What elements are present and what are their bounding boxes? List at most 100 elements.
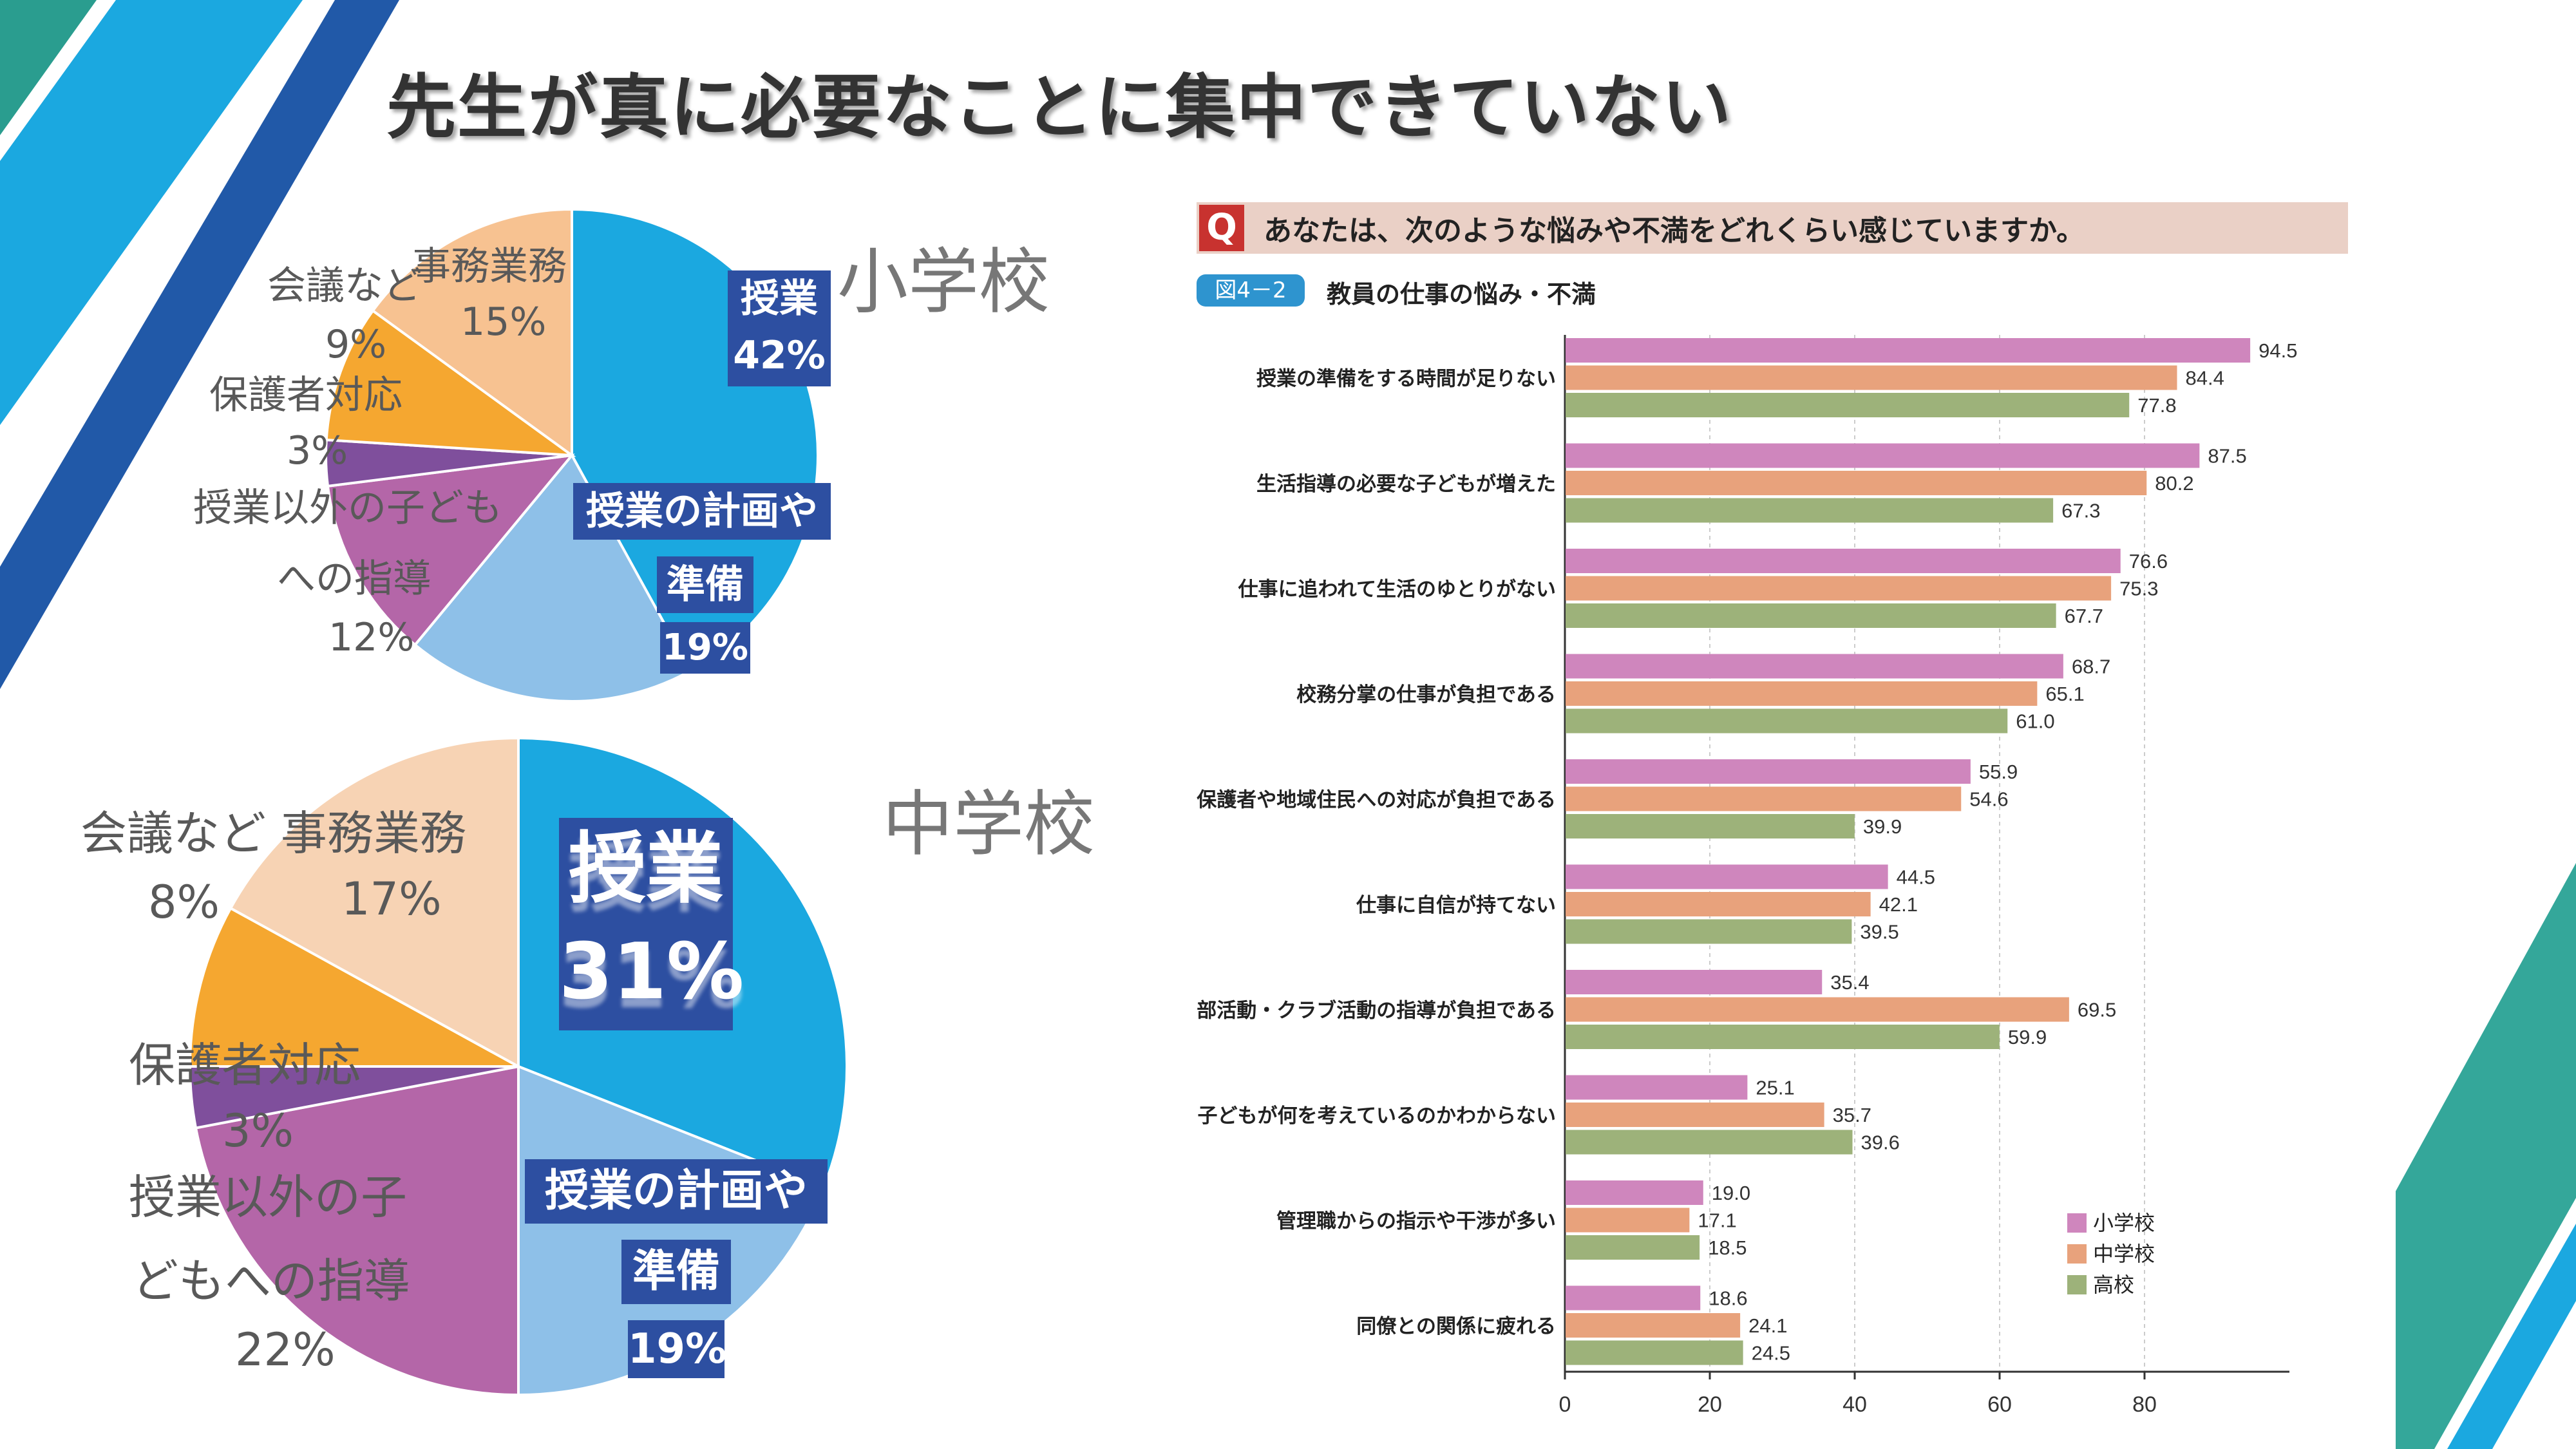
bar-2-9 [1566, 1340, 1743, 1365]
pie-label-plan-junior-pct: 19% [628, 1320, 726, 1378]
bar-2-1 [1566, 498, 2054, 523]
bar-value-label: 54.6 [1969, 788, 2008, 811]
x-tick-label: 80 [2132, 1392, 2157, 1417]
bar-2-2 [1566, 603, 2056, 628]
bar-1-5 [1566, 892, 1871, 916]
bar-0-1 [1566, 443, 2200, 468]
bar-value-label: 19.0 [1712, 1182, 1750, 1204]
bar-value-label: 59.9 [2008, 1026, 2047, 1048]
pie-slice-junior-4 [188, 906, 519, 1068]
bar-value-label: 76.6 [2129, 550, 2168, 573]
bar-0-3 [1566, 654, 2063, 679]
bar-2-3 [1566, 708, 2008, 734]
category-label: 校務分掌の仕事が負担である [1296, 683, 1556, 706]
bar-value-label: 25.1 [1756, 1077, 1794, 1099]
bar-value-label: 35.7 [1833, 1104, 1871, 1126]
bar-value-label: 18.5 [1708, 1236, 1747, 1259]
bar-0-0 [1566, 338, 2251, 363]
bar-value-label: 39.5 [1860, 921, 1899, 943]
category-label: 子どもが何を考えているのかわからない [1198, 1104, 1556, 1128]
school-title-junior: 中学校 [882, 783, 1095, 866]
pie-label-guidance-junior-pct: 22% [235, 1323, 336, 1376]
pie-label-class-name: 授業 [741, 276, 818, 321]
question-badge: Q [1199, 205, 1244, 251]
pie-label-plan-elementary-line1: 授業の計画や [573, 483, 831, 540]
bar-1-4 [1566, 786, 1962, 811]
bar-0-7 [1566, 1075, 1748, 1100]
pie-label-plan-junior-line2: 準備 [621, 1240, 731, 1304]
legend-swatch [2067, 1275, 2087, 1294]
pie-label-plan-elementary-pct: 19% [660, 622, 750, 674]
bar-1-0 [1566, 365, 2177, 390]
question-bar [1197, 202, 2348, 254]
bar-0-6 [1566, 970, 1823, 994]
legend-swatch [2067, 1213, 2087, 1233]
bar-value-label: 39.6 [1861, 1132, 1900, 1154]
bar-value-label: 77.8 [2137, 394, 2176, 417]
legend-swatch [2067, 1244, 2087, 1264]
pie-label-class-pct: 42% [733, 333, 826, 378]
pie-slice-elementary-1 [413, 453, 692, 703]
school-title-elementary: 小学校 [837, 241, 1050, 323]
bar-2-0 [1566, 393, 2130, 417]
bar-value-label: 84.4 [2186, 367, 2224, 390]
bar-1-7 [1566, 1103, 1824, 1127]
x-tick-label: 40 [1842, 1392, 1867, 1417]
category-label: 同僚との関係に疲れる [1356, 1315, 1556, 1338]
bar-value-label: 17.1 [1698, 1209, 1736, 1232]
category-label: 仕事に追われて生活のゆとりがない [1238, 578, 1556, 601]
bar-value-label: 75.3 [2119, 578, 2158, 600]
bar-value-label: 24.5 [1752, 1342, 1790, 1365]
pie-label-office-junior-pct: 17% [341, 873, 442, 925]
figure-badge: 図4－2 [1197, 274, 1305, 307]
pie-label-plan-junior-line1: 授業の計画や [525, 1159, 828, 1224]
bar-value-label: 94.5 [2259, 339, 2297, 362]
bar-1-8 [1566, 1208, 1690, 1233]
pie-label-meeting-office-junior: 会議など 事務業務 [80, 806, 466, 860]
legend-label: 小学校 [2093, 1211, 2155, 1235]
bar-value-label: 18.6 [1709, 1287, 1747, 1310]
category-label: 生活指導の必要な子どもが増えた [1256, 473, 1556, 496]
slide-title: 先生が真に必要なことに集中できていない [386, 68, 1733, 148]
category-label: 授業の準備をする時間が足りない [1256, 368, 1556, 391]
pie-label-guidance-elementary-line2: への指導 [277, 556, 431, 601]
bar-1-6 [1566, 997, 2069, 1022]
bar-2-4 [1566, 814, 1855, 838]
pie-slice-junior-2 [194, 1065, 520, 1397]
bar-value-label: 87.5 [2208, 445, 2246, 468]
pie-label-guidance-junior-line2: どもへの指導 [132, 1254, 411, 1308]
pie-label-parents-junior: 保護者対応 [129, 1038, 361, 1092]
category-label: 部活動・クラブ活動の指導が負担である [1197, 999, 1556, 1023]
category-label: 管理職からの指示や干渉が多い [1276, 1210, 1556, 1233]
pie-label-parents-junior-pct: 3% [222, 1104, 294, 1157]
bar-0-9 [1566, 1285, 1701, 1311]
bar-value-label: 68.7 [2072, 656, 2110, 678]
bar-value-label: 42.1 [1879, 893, 1918, 916]
x-tick-label: 20 [1698, 1392, 1722, 1417]
pie-label-class-junior: 授業 31% [559, 818, 744, 1030]
bar-0-8 [1566, 1180, 1703, 1205]
bar-value-label: 69.5 [2078, 999, 2116, 1021]
pie-label-guidance-junior-line1: 授業以外の子 [129, 1170, 408, 1224]
bar-value-label: 44.5 [1897, 866, 1935, 889]
pie-label-meeting-elementary-pct: 9% [325, 322, 387, 367]
pie-label-meeting-elementary: 会議など [267, 263, 422, 308]
bar-value-label: 67.3 [2061, 500, 2100, 522]
pie-label-class-pct: 31% [559, 927, 744, 1017]
pie-label-class-name: 授業 [569, 824, 723, 914]
pie-label-guidance-elementary-pct: 12% [328, 615, 415, 660]
bar-0-2 [1566, 549, 2121, 573]
pie-label-office-elementary-pct: 15% [460, 299, 547, 345]
bar-1-2 [1566, 576, 2112, 601]
pie-label-parents-elementary-pct: 3% [287, 428, 348, 473]
bar-value-label: 39.9 [1863, 815, 1902, 838]
bar-2-7 [1566, 1130, 1853, 1155]
x-tick-label: 60 [1987, 1392, 2012, 1417]
bar-value-label: 55.9 [1979, 761, 2018, 783]
pie-slice-elementary-2 [326, 453, 575, 647]
legend-label: 中学校 [2093, 1242, 2155, 1266]
bar-value-label: 61.0 [2016, 710, 2054, 733]
pie-label-plan-elementary-line2: 準備 [657, 556, 753, 613]
bar-value-label: 67.7 [2065, 605, 2103, 627]
